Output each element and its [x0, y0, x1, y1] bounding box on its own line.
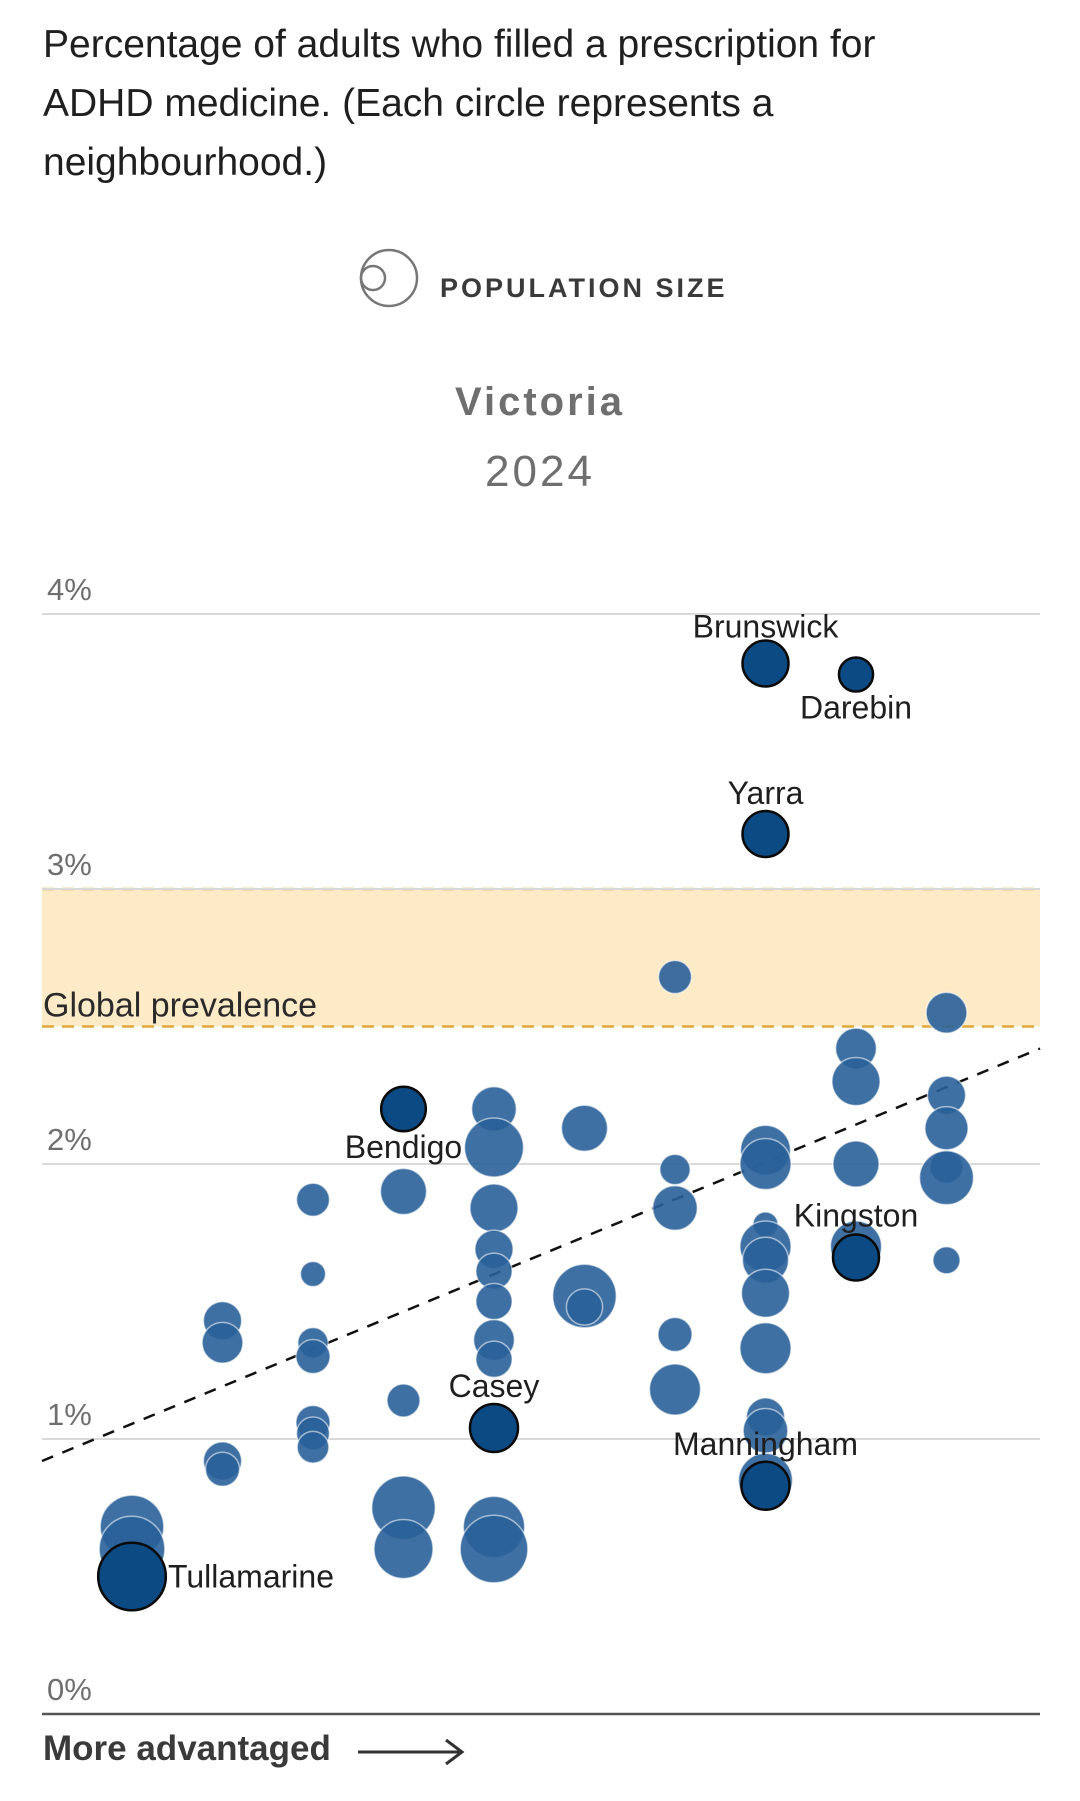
highlight-point-yarra — [741, 809, 790, 859]
data-point — [386, 1383, 421, 1418]
legend-label: POPULATION SIZE — [440, 273, 728, 303]
data-point — [657, 1316, 693, 1353]
chart-title: Victoria — [455, 380, 625, 424]
data-point — [560, 1104, 609, 1153]
data-point — [740, 1268, 791, 1318]
y-tick-label: 2% — [47, 1122, 92, 1157]
point-label-manningham: Manningham — [673, 1426, 858, 1462]
data-point — [565, 1288, 604, 1326]
data-point — [918, 1150, 975, 1206]
point-label-bendigo: Bendigo — [345, 1129, 462, 1165]
point-label-yarra: Yarra — [728, 775, 804, 811]
data-point — [373, 1518, 434, 1580]
data-point — [739, 1321, 792, 1375]
highlight-point-darebin — [837, 656, 875, 693]
population-size-legend: POPULATION SIZE — [359, 248, 728, 308]
y-tick-label: 4% — [47, 572, 92, 607]
y-tick-label: 0% — [47, 1672, 92, 1707]
data-point — [832, 1140, 880, 1188]
data-point — [475, 1340, 513, 1379]
y-tick-label: 1% — [47, 1397, 92, 1432]
point-label-tullamarine: Tullamarine — [168, 1559, 334, 1595]
data-point — [295, 1182, 331, 1217]
point-label-darebin: Darebin — [800, 690, 912, 726]
x-axis-label-group: More advantaged — [43, 1729, 465, 1768]
data-point — [651, 1184, 699, 1232]
intro-line-2: ADHD medicine. (Each circle represents a — [43, 82, 774, 125]
chart-subtitle: 2024 — [485, 447, 595, 496]
x-axis-label: More advantaged — [43, 1729, 331, 1768]
data-point — [831, 1056, 881, 1107]
data-point — [463, 1117, 525, 1178]
y-grid: 0% 1% 2% 3% 4% — [42, 572, 1040, 1707]
band-label: Global prevalence — [43, 987, 317, 1025]
trend-line — [41, 1047, 1041, 1463]
data-point — [657, 959, 693, 995]
data-point — [295, 1338, 331, 1375]
global-prevalence-band: Global prevalence — [42, 887, 1040, 1028]
highlight-point-tullamarine — [96, 1541, 168, 1612]
point-label-brunswick: Brunswick — [693, 609, 840, 645]
highlight-point-bendigo — [379, 1085, 428, 1133]
data-point — [379, 1167, 428, 1216]
intro-line-3: neighbourhood.) — [43, 141, 327, 184]
data-point — [925, 991, 968, 1034]
data-point — [459, 1514, 529, 1584]
data-point — [204, 1451, 241, 1488]
data-point — [739, 1137, 792, 1191]
data-point — [924, 1105, 969, 1151]
highlight-point-kingston — [831, 1233, 881, 1282]
highlight-point-casey — [468, 1402, 520, 1454]
data-point — [659, 1153, 691, 1186]
population-size-circles-icon — [359, 248, 419, 308]
data-point — [469, 1183, 519, 1233]
band-area — [42, 889, 1040, 1027]
point-label-casey: Casey — [449, 1368, 540, 1404]
data-point — [475, 1282, 513, 1321]
data-point — [201, 1321, 244, 1364]
highlight-point-brunswick — [741, 639, 790, 688]
intro-line-1: Percentage of adults who filled a prescr… — [43, 23, 875, 66]
point-labels: Tullamarine Bendigo Casey Brunswick Yarra Man… — [168, 609, 918, 1595]
highlight-point-manningham — [740, 1460, 791, 1511]
y-tick-label: 3% — [47, 847, 92, 882]
data-point — [932, 1245, 961, 1275]
data-point — [299, 1260, 327, 1288]
data-point — [296, 1430, 330, 1464]
data-points — [96, 639, 975, 1612]
data-point — [648, 1363, 702, 1416]
arrow-right-icon — [358, 1738, 465, 1766]
point-label-kingston: Kingston — [794, 1198, 919, 1234]
